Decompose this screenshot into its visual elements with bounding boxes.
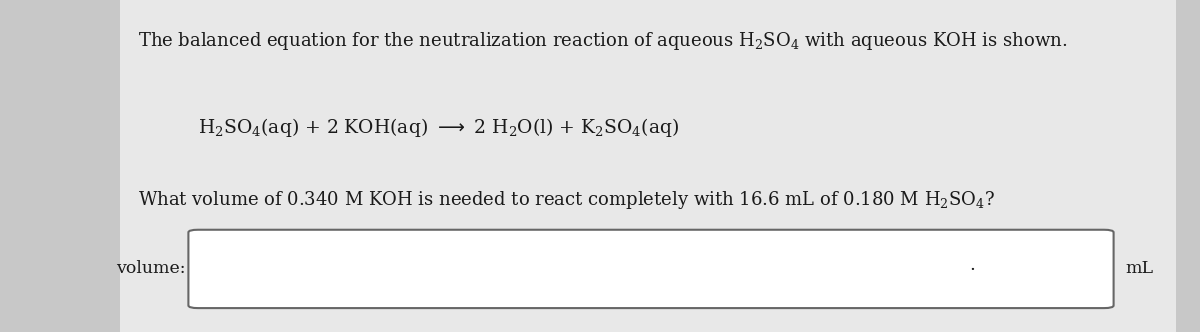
Text: The balanced equation for the neutralization reaction of aqueous $\mathregular{H: The balanced equation for the neutraliza…	[138, 30, 1067, 52]
Text: $\mathregular{H_2SO_4}$(aq) + 2 KOH(aq) $\longrightarrow$ 2 $\mathregular{H_2}$O: $\mathregular{H_2SO_4}$(aq) + 2 KOH(aq) …	[198, 116, 679, 139]
Text: mL: mL	[1126, 260, 1153, 278]
FancyBboxPatch shape	[188, 230, 1114, 308]
FancyBboxPatch shape	[120, 0, 1176, 332]
Text: What volume of 0.340 M KOH is needed to react completely with 16.6 mL of 0.180 M: What volume of 0.340 M KOH is needed to …	[138, 189, 995, 211]
Text: volume:: volume:	[116, 260, 186, 278]
Text: .: .	[970, 256, 976, 274]
